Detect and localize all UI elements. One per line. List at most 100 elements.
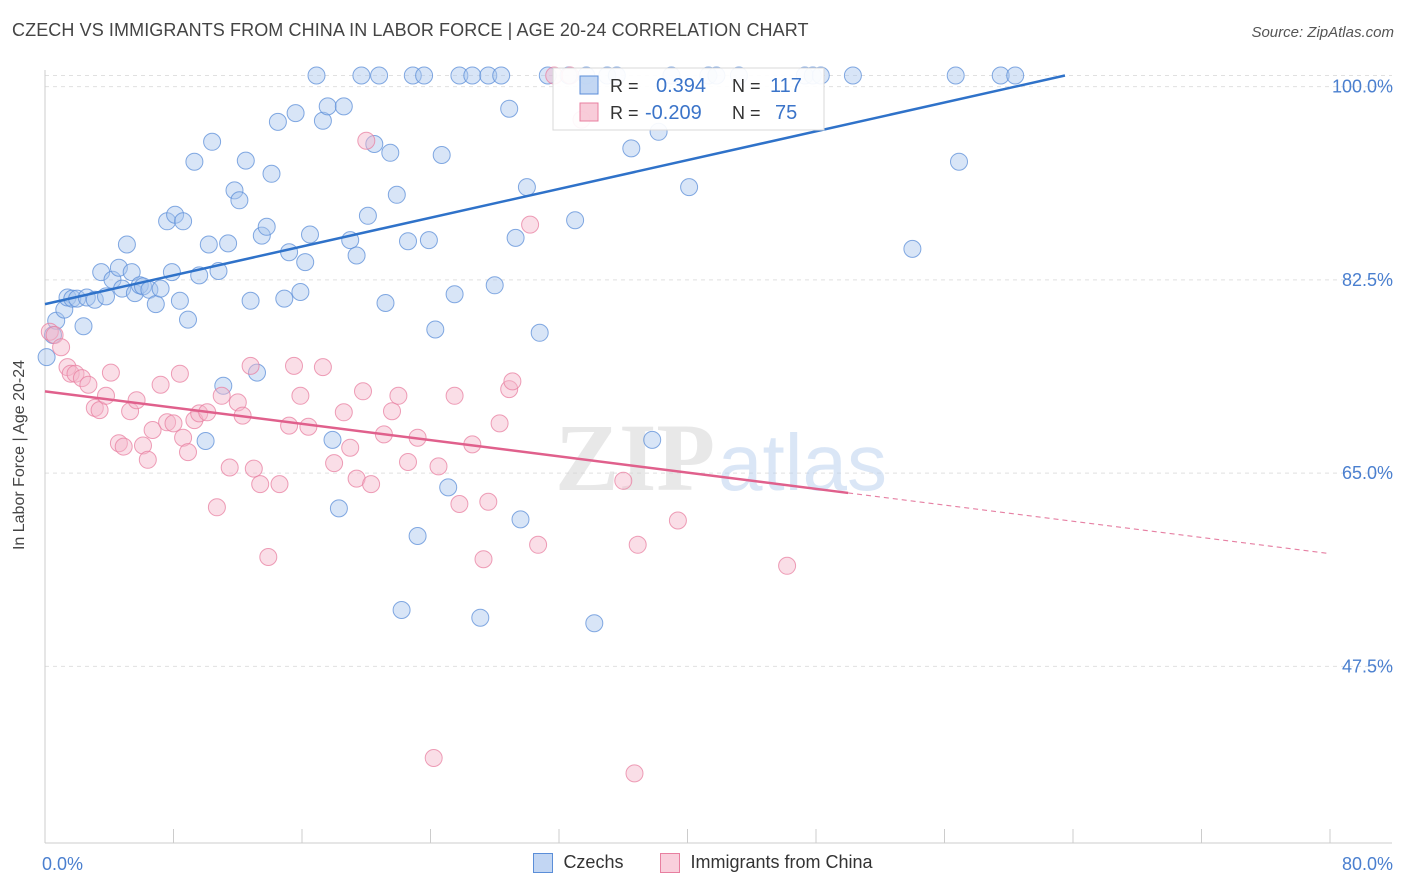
data-point-blue [439,478,458,497]
legend-swatch-czechs [533,852,554,873]
source-label: Source: ZipAtlas.com [1251,24,1394,41]
data-point-blue [318,97,337,116]
data-point-pink [138,450,157,469]
legend-item-czechs[interactable]: Czechs [533,852,623,873]
data-point-blue [463,66,482,85]
data-point-blue [991,66,1010,85]
data-point-blue [37,348,56,367]
data-point-pink [280,416,299,435]
data-point-blue [566,211,585,230]
legend-r-value-blue: 0.394 [656,75,706,97]
series-legend: Czechs Immigrants from China [0,852,1406,878]
data-point-blue [85,290,104,309]
data-point-pink [174,428,193,447]
data-point-pink [521,215,540,234]
data-point-pink [341,438,360,457]
data-point-blue [426,320,445,339]
data-point-blue [179,310,197,329]
legend-n-value-blue: 117 [770,75,802,97]
data-point-blue [323,430,342,449]
watermark-atlas: atlas [718,418,887,507]
data-point-pink [40,322,59,341]
data-point-pink [778,556,797,575]
data-point-blue [1006,66,1025,85]
data-point-pink [251,475,270,494]
data-point-blue [950,152,968,171]
data-point-blue [843,66,862,85]
data-point-pink [285,356,303,375]
data-point-pink [127,391,146,410]
data-point-pink [354,382,372,401]
data-point-pink [164,414,183,433]
data-point-pink [313,358,332,377]
data-point-blue [219,234,238,253]
data-point-pink [212,386,231,405]
legend-n-label-blue: N = [732,76,761,96]
data-point-blue [432,146,451,164]
legend-item-china[interactable]: Immigrants from China [660,852,873,873]
y-tick-label: 100.0% [1332,77,1393,97]
data-point-blue [492,66,511,85]
data-point-pink [179,443,197,462]
legend-label-czechs: Czechs [563,852,624,872]
data-point-blue [643,430,662,449]
data-point-pink [85,398,104,417]
data-point-pink [628,535,647,554]
data-point-pink [158,413,177,432]
data-point-blue [622,139,641,158]
data-point-pink [241,356,260,375]
data-point-blue [517,178,536,197]
data-point-pink [52,338,71,357]
data-point-blue [415,66,434,85]
data-point-blue [585,614,604,633]
data-point-blue [419,231,438,250]
data-point-blue [74,317,93,336]
data-point-blue [248,363,266,382]
legend-r-label-blue: R = [610,76,639,96]
data-point-pink [61,364,80,383]
data-point-pink [424,749,443,767]
data-point-blue [230,191,249,210]
data-point-pink [357,131,376,150]
data-point-pink [529,535,548,554]
legend-n-label-pink: N = [732,103,761,123]
data-point-pink [109,434,128,453]
data-point-pink [114,437,133,456]
data-point-blue [479,66,498,85]
y-tick-label: 82.5% [1342,270,1393,290]
legend-r-value-pink: -0.209 [645,102,702,124]
data-point-blue [174,212,193,231]
data-point-pink [479,492,498,511]
data-point-blue [530,323,549,342]
data-point-pink [207,498,226,517]
data-point-blue [203,132,222,151]
data-point-pink [668,511,687,530]
data-point-pink [244,459,263,478]
data-point-pink [101,363,120,382]
data-point-blue [334,97,353,116]
data-point-pink [503,372,522,391]
trend-line-china [44,390,849,495]
data-point-pink [259,548,278,566]
x-tick-label: 80.0% [1342,854,1393,874]
axis-layer: 100.0% 82.5% 65.0% 47.5% 0.0% 80.0% [42,70,1393,874]
data-point-blue [275,289,294,308]
data-point-blue [485,276,504,295]
watermark: ZIP atlas [555,404,887,511]
data-point-blue [196,432,215,450]
data-point-blue [381,143,400,162]
trend-line-china-extension [848,492,1331,555]
y-tick-label: 47.5% [1342,656,1393,676]
data-point-blue [500,99,519,118]
data-point-pink [299,417,318,436]
data-point-pink [614,471,633,490]
data-point-pink [490,414,509,433]
data-point-blue [946,66,965,85]
stats-legend: R = 0.394 N = 117 R = -0.209 N = 75 [552,67,825,131]
data-point-blue [291,283,310,301]
data-point-blue [376,294,395,312]
data-point-blue [117,235,136,254]
data-point-blue [313,111,332,130]
data-point-blue [252,226,271,245]
